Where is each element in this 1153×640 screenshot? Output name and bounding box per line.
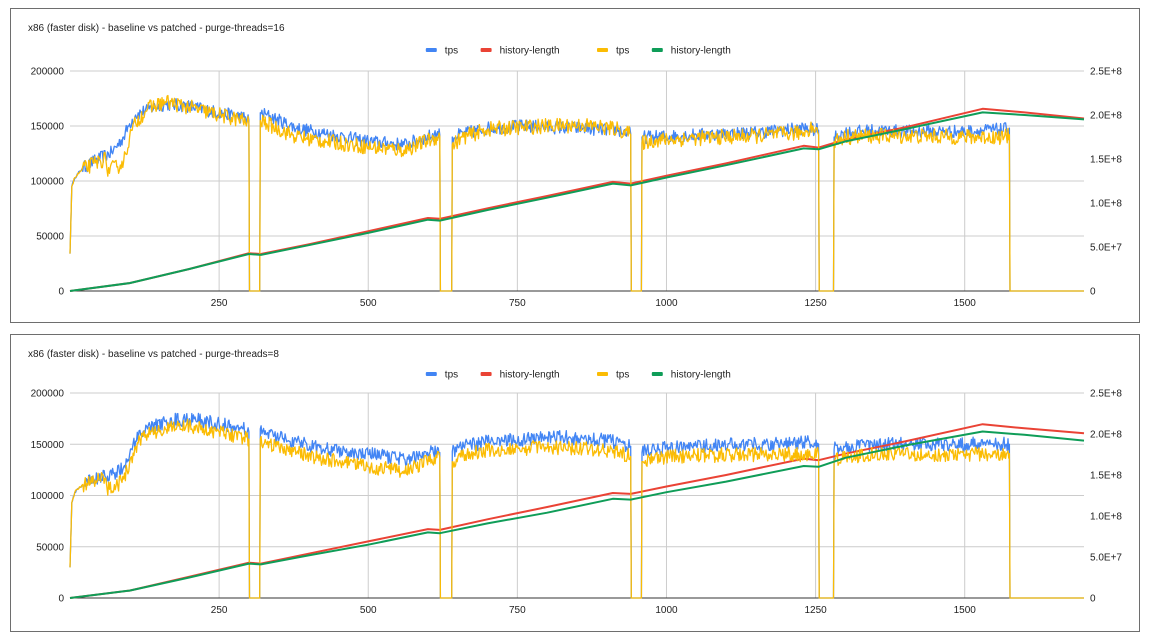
legend-label: tps xyxy=(616,370,629,381)
x-tick-label: 500 xyxy=(360,298,377,309)
x-tick-label: 750 xyxy=(509,298,526,309)
y2-tick-label: 1.5E+8 xyxy=(1090,155,1122,166)
legend-label: history-length xyxy=(671,46,731,57)
chart-panel-purge-threads-16: x86 (faster disk) - baseline vs patched … xyxy=(10,8,1140,323)
y2-tick-label: 2.5E+8 xyxy=(1090,389,1122,400)
y2-tick-label: 1.0E+8 xyxy=(1090,512,1122,523)
series-line-history-length-3 xyxy=(69,111,1085,292)
legend-item: history-length xyxy=(480,370,560,381)
chart-svg: 0 50000 100000 150000 200000 0 5.0E+7 1.0E+8 1.5… xyxy=(31,370,1123,617)
legend-item: tps xyxy=(597,370,629,381)
y-tick-label: 150000 xyxy=(31,122,65,133)
legend-label: history-length xyxy=(671,370,731,381)
y-tick-label: 200000 xyxy=(31,67,65,78)
x-tick-label: 1500 xyxy=(954,298,977,309)
y-tick-label: 100000 xyxy=(31,177,65,188)
y-tick-label: 50000 xyxy=(36,542,64,553)
legend-label: tps xyxy=(445,370,458,381)
chart-panel-purge-threads-8: x86 (faster disk) - baseline vs patched … xyxy=(10,334,1140,632)
legend-label: history-length xyxy=(500,46,560,57)
y-tick-label: 200000 xyxy=(31,389,65,400)
legend-item: history-length xyxy=(651,370,731,381)
legend-swatch xyxy=(425,48,437,52)
chart-title: x86 (faster disk) - baseline vs patched … xyxy=(28,349,279,360)
chart-title: x86 (faster disk) - baseline vs patched … xyxy=(28,23,285,34)
legend-label: history-length xyxy=(500,370,560,381)
y-tick-label: 0 xyxy=(58,287,64,298)
y2-tick-label: 2.5E+8 xyxy=(1090,67,1122,78)
y2-tick-label: 5.0E+7 xyxy=(1090,243,1122,254)
y-tick-label: 50000 xyxy=(36,232,64,243)
x-tick-label: 1250 xyxy=(804,298,827,309)
y2-tick-label: 1.0E+8 xyxy=(1090,199,1122,210)
y2-tick-label: 0 xyxy=(1090,594,1096,605)
x-tick-label: 1500 xyxy=(954,605,977,616)
series-line-tps-2 xyxy=(69,94,1084,292)
legend-swatch xyxy=(651,48,663,52)
legend-swatch xyxy=(597,48,608,52)
legend-label: tps xyxy=(616,46,629,57)
legend-swatch xyxy=(480,48,492,52)
x-tick-label: 1000 xyxy=(655,298,678,309)
x-tick-label: 1250 xyxy=(804,605,827,616)
x-tick-label: 250 xyxy=(211,605,228,616)
legend-swatch xyxy=(597,372,608,376)
y2-tick-label: 5.0E+7 xyxy=(1090,553,1122,564)
legend-item: tps xyxy=(425,46,458,57)
x-tick-label: 250 xyxy=(211,298,228,309)
series-line-history-length-3 xyxy=(69,430,1085,599)
y2-tick-label: 0 xyxy=(1090,287,1096,298)
legend-item: tps xyxy=(425,370,458,381)
legend-label: tps xyxy=(445,46,458,57)
legend-item: tps xyxy=(597,46,629,57)
y-tick-label: 100000 xyxy=(31,491,65,502)
legend-item: history-length xyxy=(651,46,731,57)
legend-swatch xyxy=(425,372,437,376)
y2-tick-label: 2.0E+8 xyxy=(1090,430,1122,441)
x-tick-label: 500 xyxy=(360,605,377,616)
legend-swatch xyxy=(651,372,663,376)
x-tick-label: 1000 xyxy=(655,605,678,616)
y-tick-label: 0 xyxy=(58,594,64,605)
legend-item: history-length xyxy=(480,46,560,57)
y2-tick-label: 1.5E+8 xyxy=(1090,471,1122,482)
series-line-tps-2 xyxy=(69,418,1084,599)
chart-svg: 0 50000 100000 150000 200000 0 5.0E+7 1.0E+8 1.5… xyxy=(31,46,1123,310)
legend-swatch xyxy=(480,372,492,376)
x-tick-label: 750 xyxy=(509,605,526,616)
y2-tick-label: 2.0E+8 xyxy=(1090,111,1122,122)
y-tick-label: 150000 xyxy=(31,440,65,451)
